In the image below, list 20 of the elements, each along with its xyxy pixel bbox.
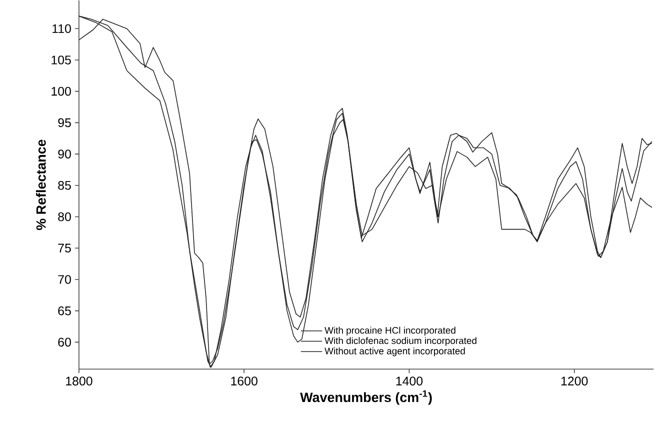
y-tick-label: 60: [58, 338, 71, 347]
legend-label: With procaine HCl incorporated: [324, 326, 456, 336]
x-axis-title: Wavenumbers (cm$^{-1}$): [300, 390, 432, 405]
y-tick-label: 70: [58, 275, 71, 284]
y-tick-label: 80: [58, 212, 71, 222]
legend-label: With diclofenac sodium incorporated: [324, 337, 476, 346]
y-tick-label: 90: [58, 150, 71, 158]
x-tick-label: 1400: [396, 376, 423, 386]
y-tick-label: 95: [58, 118, 71, 128]
legend-label: Without active agent incorporated: [324, 347, 465, 356]
y-tick-label: 85: [58, 180, 71, 190]
y-tick-label: 110: [52, 24, 71, 33]
x-tick-label: 1600: [231, 376, 258, 386]
y-tick-label: 65: [58, 306, 71, 316]
y-tick-label: 105: [52, 56, 71, 64]
x-tick-label: 1800: [66, 376, 92, 386]
y-tick-label: 100: [52, 86, 71, 96]
y-tick-label: 75: [58, 244, 71, 252]
x-tick-label: 1200: [561, 376, 588, 386]
y-axis-title: % Reflectance: [36, 140, 46, 230]
